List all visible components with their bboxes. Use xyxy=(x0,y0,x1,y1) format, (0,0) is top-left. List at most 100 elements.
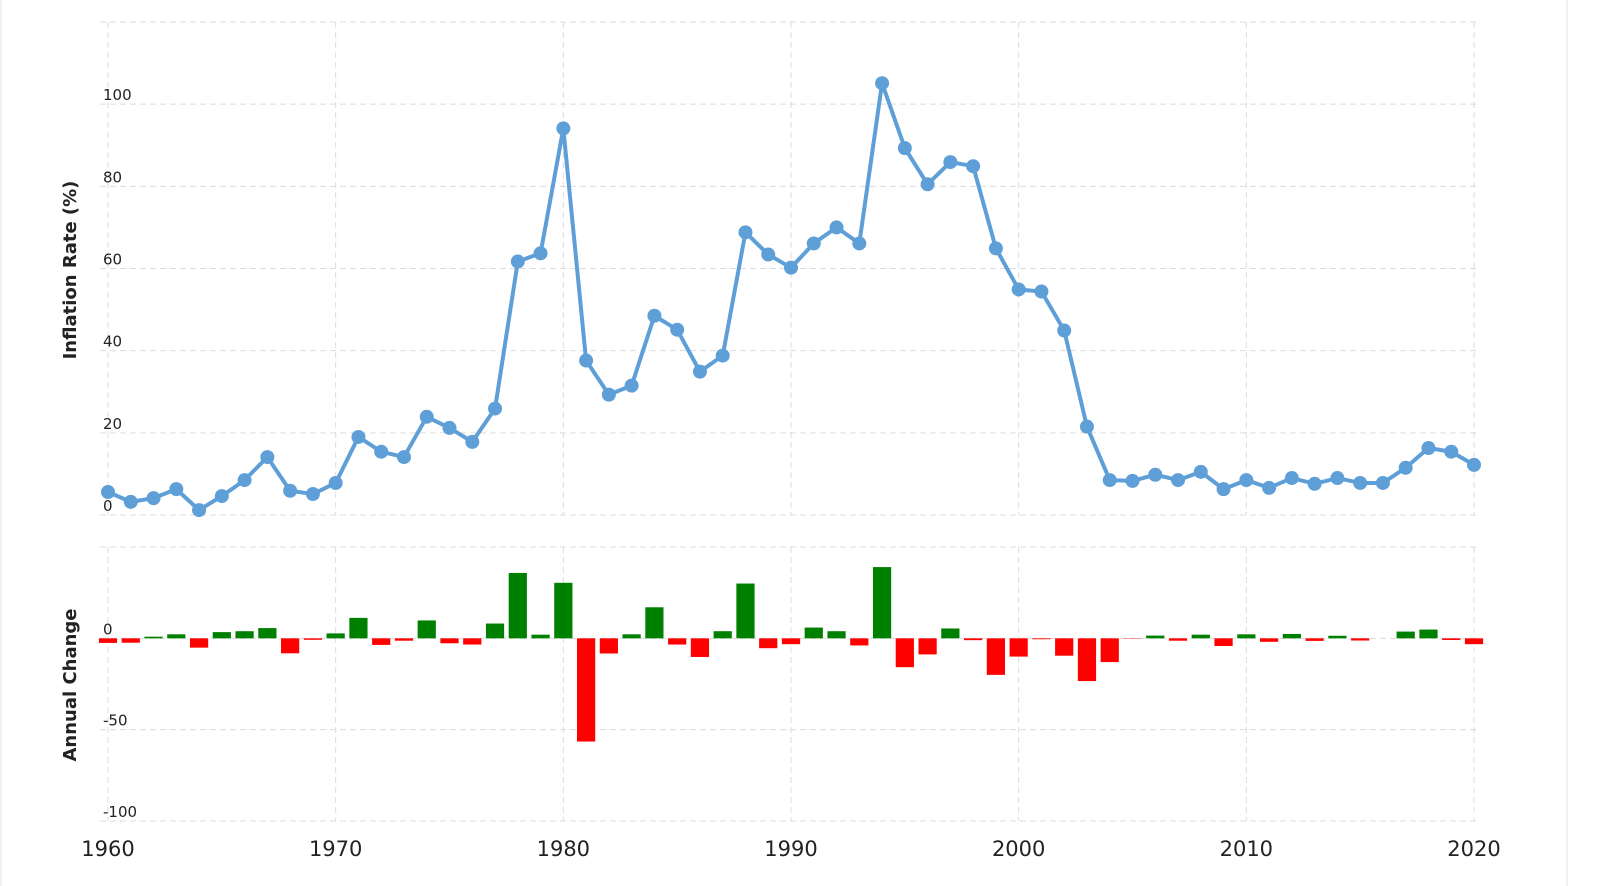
bar xyxy=(235,631,254,639)
point xyxy=(1330,471,1345,486)
y-tick-label: 20 xyxy=(103,415,122,433)
point xyxy=(1102,473,1117,488)
point xyxy=(1057,323,1072,338)
bar xyxy=(440,638,459,644)
point xyxy=(283,483,298,498)
bar xyxy=(986,638,1006,675)
bar xyxy=(1077,638,1097,682)
y-tick-label: 0 xyxy=(103,620,113,638)
bar xyxy=(804,627,823,639)
bar xyxy=(1396,631,1415,639)
point xyxy=(260,450,275,465)
x-tick-label: 2020 xyxy=(1447,837,1500,861)
bar xyxy=(1305,638,1324,641)
point xyxy=(738,225,753,240)
point xyxy=(1262,480,1277,495)
y-tick-label: -100 xyxy=(103,803,137,821)
bar xyxy=(918,638,937,655)
point xyxy=(328,475,343,490)
bar xyxy=(144,636,163,639)
point xyxy=(715,348,730,363)
y-tick-label: 60 xyxy=(103,251,122,269)
point xyxy=(237,473,252,488)
bar xyxy=(576,638,596,742)
bar xyxy=(212,632,231,639)
bar xyxy=(941,628,960,639)
point xyxy=(396,450,411,465)
point xyxy=(442,420,457,435)
point xyxy=(852,236,867,251)
y-axis-label: Annual Change xyxy=(60,608,81,761)
point xyxy=(829,220,844,235)
point xyxy=(875,76,890,91)
bar xyxy=(1419,629,1438,639)
y-tick-label: 80 xyxy=(103,168,122,186)
bar xyxy=(394,638,414,641)
point xyxy=(123,494,138,509)
bar xyxy=(1442,638,1461,640)
bar xyxy=(485,623,505,639)
point xyxy=(601,387,616,402)
bar xyxy=(98,638,118,643)
bar xyxy=(736,583,755,639)
bar xyxy=(1032,638,1051,640)
x-tick-label: 2010 xyxy=(1220,837,1273,861)
point xyxy=(1353,475,1368,490)
point xyxy=(169,482,184,497)
bar xyxy=(1168,638,1188,641)
bar xyxy=(372,638,391,645)
point xyxy=(1467,457,1481,472)
x-tick-label: 2000 xyxy=(992,837,1045,861)
bar xyxy=(622,634,641,639)
bar xyxy=(1259,638,1279,642)
bar xyxy=(1100,638,1119,663)
bar xyxy=(1146,635,1165,639)
point xyxy=(533,246,548,261)
bar xyxy=(417,620,436,639)
bar xyxy=(1009,638,1028,657)
x-tick-label: 1980 xyxy=(537,837,590,861)
point xyxy=(920,177,935,192)
bar xyxy=(1237,634,1256,639)
bar xyxy=(1464,638,1484,645)
bar xyxy=(463,638,482,645)
bar xyxy=(759,638,778,649)
point xyxy=(1193,464,1208,479)
point xyxy=(214,489,229,504)
point xyxy=(419,409,434,424)
bar xyxy=(189,638,209,648)
point xyxy=(1284,471,1299,486)
point xyxy=(670,322,685,337)
bar xyxy=(258,628,277,639)
point xyxy=(1375,475,1390,490)
bar xyxy=(690,638,710,657)
bar xyxy=(850,638,869,646)
point xyxy=(1125,473,1140,488)
point xyxy=(1307,476,1322,491)
point xyxy=(1034,284,1049,299)
bar xyxy=(349,617,368,639)
point xyxy=(1011,282,1026,297)
y-tick-label: 40 xyxy=(103,333,122,351)
point xyxy=(988,241,1003,256)
x-tick-label: 1990 xyxy=(764,837,817,861)
bar xyxy=(1055,638,1074,656)
bar xyxy=(713,631,732,639)
point xyxy=(1398,460,1413,475)
point xyxy=(465,434,480,449)
bar xyxy=(872,567,892,639)
point xyxy=(1239,473,1254,488)
y-tick-label: 100 xyxy=(103,86,132,104)
point xyxy=(647,308,662,323)
bar xyxy=(781,638,801,645)
point xyxy=(351,429,366,444)
x-tick-label: 1970 xyxy=(309,837,362,861)
bar xyxy=(895,638,914,668)
bar xyxy=(1351,638,1370,641)
point xyxy=(556,121,571,136)
point xyxy=(806,236,821,251)
point xyxy=(374,444,389,459)
bar xyxy=(668,638,687,645)
